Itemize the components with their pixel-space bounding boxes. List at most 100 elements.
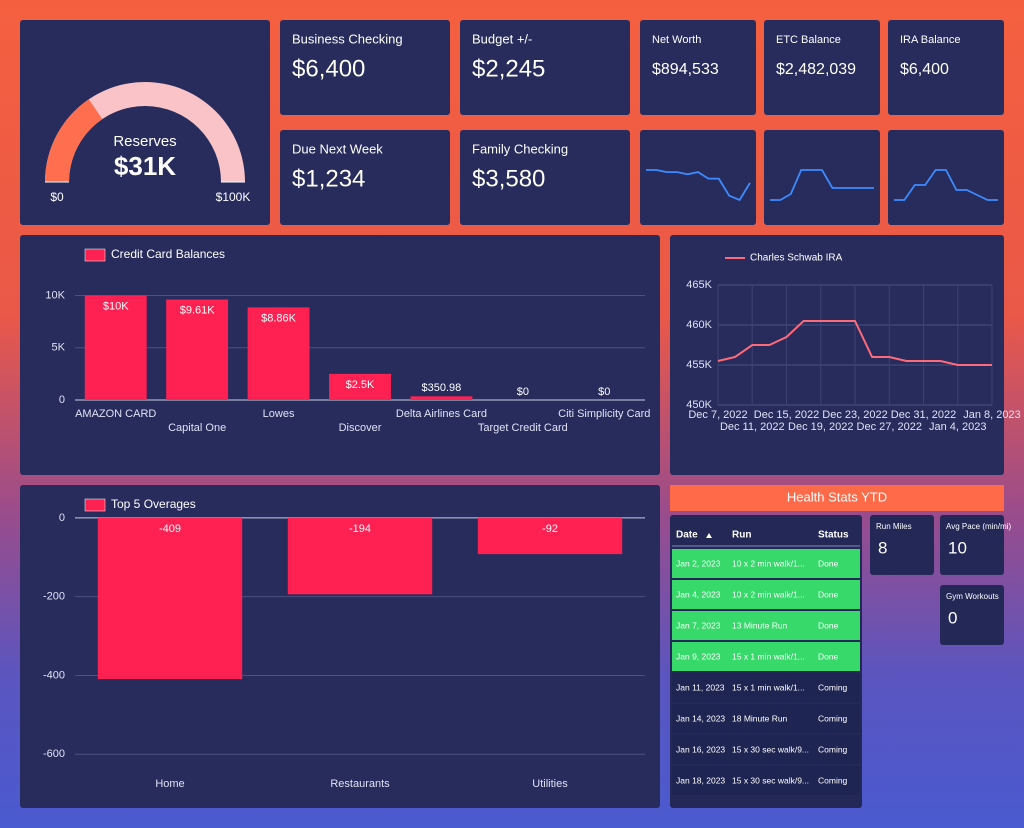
line	[717, 320, 992, 366]
x-tick-label: Dec 19, 2022	[788, 421, 853, 433]
data-label: $10K	[103, 300, 129, 312]
x-tick-label: Restaurants	[330, 778, 390, 790]
data-label: -92	[542, 523, 558, 535]
panel	[764, 130, 880, 225]
data-label: -194	[349, 523, 371, 535]
table-cell: 15 x 1 min walk/1...	[732, 682, 805, 692]
table-cell: Jan 7, 2023	[676, 620, 721, 630]
legend-swatch	[84, 498, 106, 512]
panel-header	[670, 485, 1004, 511]
panel	[888, 20, 1004, 115]
x-tick-label: Dec 23, 2022	[822, 409, 887, 421]
x-tick-label: Dec 11, 2022	[720, 421, 785, 433]
table-cell: Coming	[818, 713, 848, 723]
data-label: $9.61K	[180, 304, 216, 316]
legend-label: Top 5 Overages	[111, 497, 196, 511]
panel	[460, 20, 630, 115]
kpi-label: Due Next Week	[292, 141, 383, 156]
table-cell: 15 x 30 sec walk/9...	[732, 775, 809, 785]
panel	[940, 585, 1004, 645]
table-row	[672, 611, 860, 640]
x-tick-label: Dec 7, 2022	[688, 409, 747, 421]
kpi-value: $2,482,039	[776, 61, 856, 78]
panel	[20, 20, 270, 225]
x-tick-label: Discover	[339, 422, 382, 434]
bar	[329, 373, 391, 400]
kpi-label: IRA Balance	[900, 34, 961, 46]
x-tick-label: Target Credit Card	[478, 422, 568, 434]
stat-value: 0	[948, 608, 957, 627]
x-tick-label: Home	[155, 778, 184, 790]
bar	[166, 299, 229, 400]
table-cell: Done	[818, 651, 839, 661]
x-tick-label: Lowes	[263, 408, 295, 420]
stat-label: Gym Workouts	[946, 592, 999, 601]
x-tick-label: Delta Airlines Card	[396, 408, 487, 420]
kpi-value: $1,234	[292, 165, 365, 192]
kpi-label: Budget +/-	[472, 31, 532, 46]
bar	[287, 517, 433, 595]
table-header: Run	[732, 530, 751, 541]
y-tick-label: 0	[59, 512, 65, 524]
kpi-value: $6,400	[900, 61, 949, 78]
legend-label: Charles Schwab IRA	[750, 253, 843, 264]
table-cell: Done	[818, 620, 839, 630]
data-label: $0	[598, 386, 610, 398]
panel	[764, 20, 880, 115]
stat-label: Run Miles	[876, 522, 912, 531]
table-cell: Jan 14, 2023	[676, 713, 725, 723]
table-cell: Done	[818, 558, 839, 568]
table-cell: Jan 11, 2023	[676, 682, 725, 692]
table-cell: Coming	[818, 744, 848, 754]
y-tick-label: 460K	[686, 319, 712, 331]
gauge-track	[45, 82, 245, 182]
panel	[280, 20, 450, 115]
data-label: $8.86K	[261, 312, 297, 324]
table-cell: Coming	[818, 682, 848, 692]
sort-arrow	[706, 533, 712, 538]
stat-value: 10	[948, 538, 967, 557]
kpi-value: $6,400	[292, 55, 365, 82]
sparkline	[770, 169, 874, 201]
table-row	[672, 580, 860, 609]
stat-value: 8	[878, 538, 887, 557]
panel	[940, 515, 1004, 575]
x-tick-label: Jan 8, 2023	[963, 409, 1021, 421]
bar	[84, 295, 147, 400]
data-label: $2.5K	[346, 379, 375, 391]
bar	[477, 517, 623, 555]
gauge-value-label: $31K	[114, 151, 176, 181]
stat-label: Avg Pace (min/mi)	[946, 522, 1012, 531]
table-cell: Jan 4, 2023	[676, 589, 721, 599]
bar	[410, 396, 473, 400]
table-cell: 15 x 30 sec walk/9...	[732, 744, 809, 754]
panel	[670, 235, 1004, 475]
table-header: Status	[818, 530, 849, 541]
table-header: Date	[676, 530, 698, 541]
health-title: Health Stats YTD	[787, 489, 887, 504]
panel	[640, 130, 756, 225]
x-tick-label: Dec 31, 2022	[891, 409, 956, 421]
data-label: -409	[159, 523, 181, 535]
x-tick-label: Utilities	[532, 778, 568, 790]
panel	[460, 130, 630, 225]
table-cell: Jan 18, 2023	[676, 775, 725, 785]
table-cell: Done	[818, 589, 839, 599]
y-tick-label: 465K	[686, 279, 712, 291]
table-cell: Coming	[818, 775, 848, 785]
table-cell: 15 x 1 min walk/1...	[732, 651, 805, 661]
gauge-value	[45, 99, 103, 182]
kpi-label: ETC Balance	[776, 34, 841, 46]
table-row	[672, 766, 860, 795]
table-row	[672, 673, 860, 702]
y-tick-label: 5K	[52, 342, 66, 354]
kpi-label: Family Checking	[472, 141, 568, 156]
kpi-value: $894,533	[652, 61, 719, 78]
bar	[247, 307, 310, 400]
table-row	[672, 704, 860, 733]
x-tick-label: Capital One	[168, 422, 226, 434]
gauge-tick-label: $0	[50, 190, 64, 204]
x-tick-label: Dec 27, 2022	[857, 421, 922, 433]
x-tick-label: Citi Simplicity Card	[558, 408, 650, 420]
